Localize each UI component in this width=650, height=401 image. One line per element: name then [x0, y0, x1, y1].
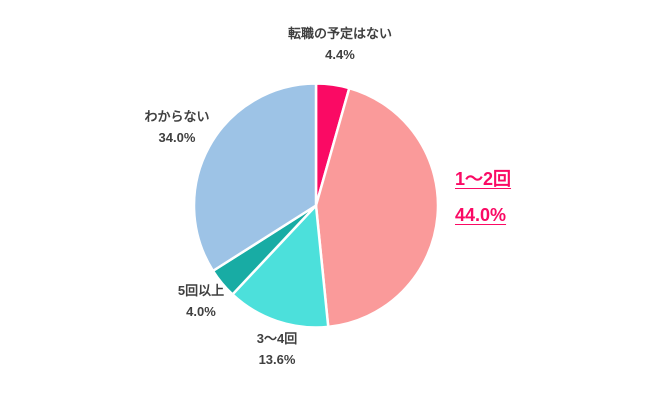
- label-name: 転職の予定はない: [287, 26, 393, 41]
- pie-slice-1: [314, 86, 440, 329]
- label-name: 5回以上: [177, 283, 225, 298]
- label-pct: 4.4%: [325, 47, 355, 62]
- pie-label-five-plus: 5回以上 4.0%: [178, 280, 224, 322]
- pie-label-three-four: 3〜4回 13.6%: [257, 328, 297, 370]
- pie-slice-4: [192, 82, 318, 273]
- label-pct: 4.0%: [186, 304, 216, 319]
- label-name: 3〜4回: [256, 331, 298, 346]
- pie-slice-2: [231, 204, 330, 329]
- pie-label-no-plan: 転職の予定はない 4.4%: [288, 23, 392, 65]
- pie-label-one-two: 1〜2回 44.0%: [455, 167, 511, 239]
- label-pct: 13.6%: [258, 352, 296, 367]
- label-name: わからない: [144, 109, 210, 124]
- label-name: 1〜2回: [455, 169, 512, 189]
- label-pct: 34.0%: [158, 130, 196, 145]
- pie-label-wakaranai: わからない 34.0%: [144, 106, 209, 148]
- label-pct: 44.0%: [455, 205, 507, 225]
